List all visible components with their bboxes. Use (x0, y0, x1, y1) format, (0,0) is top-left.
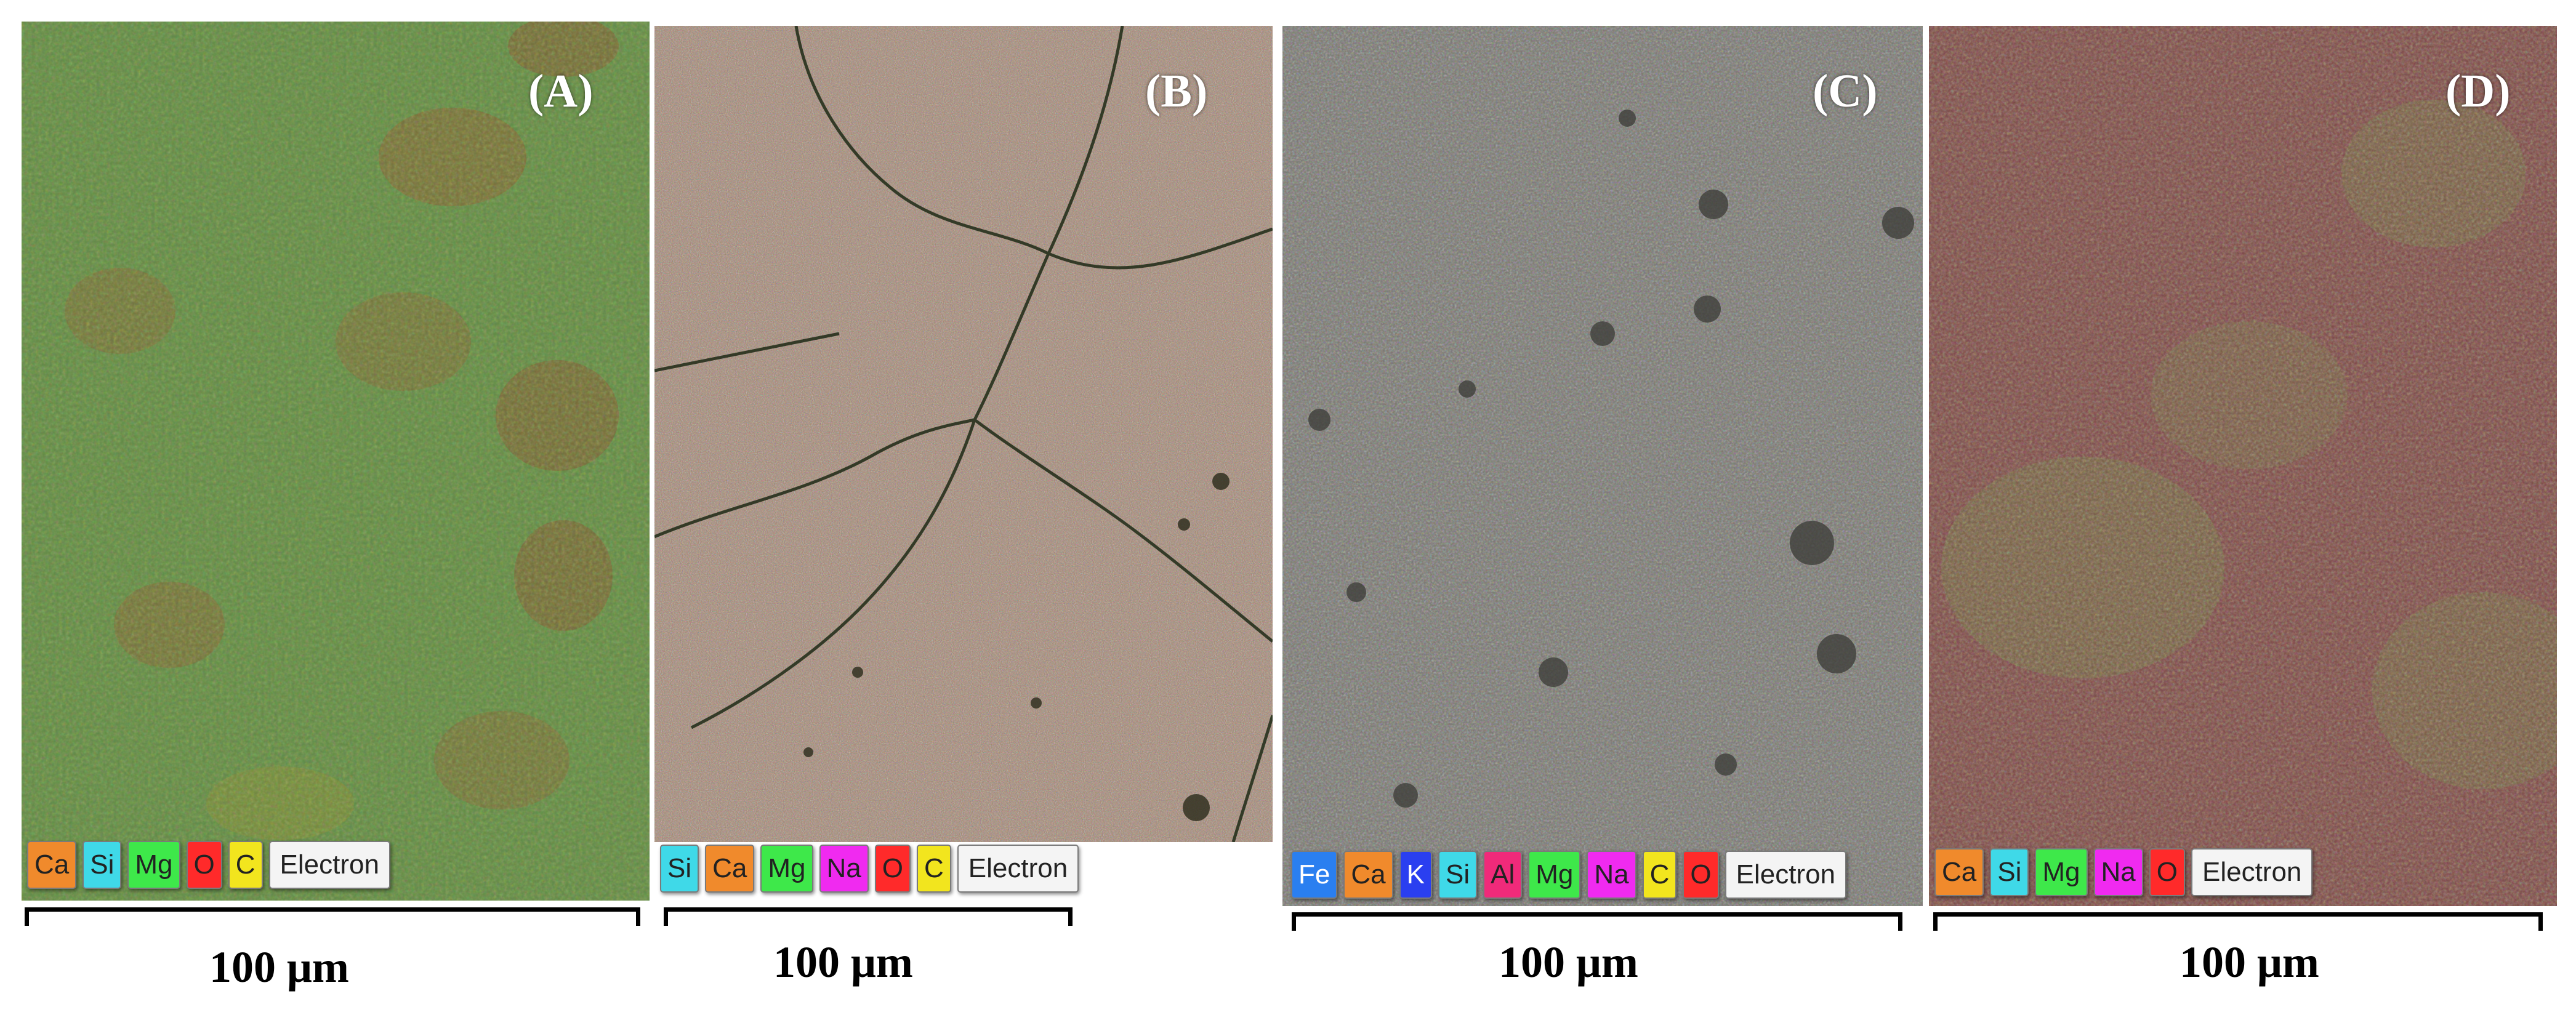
legend-chip: Si (1438, 851, 1478, 899)
eds-map-b (654, 26, 1273, 842)
legend-chip: Na (2093, 848, 2143, 896)
legend-chip: Na (819, 845, 869, 893)
legend-chip: Mg (127, 841, 180, 889)
legend-chip: Mg (1528, 851, 1581, 899)
element-legend-a: Ca Si Mg O C Electron (27, 841, 390, 889)
legend-chip: O (186, 841, 222, 889)
eds-map-a-image (22, 22, 650, 901)
legend-chip: C (228, 841, 263, 889)
panel-label-c: (C) (1813, 65, 1878, 117)
scale-bar-b (664, 907, 1073, 926)
panel-label-d: (D) (2445, 65, 2511, 117)
scale-bar-d (1933, 912, 2543, 931)
panel-label-a: (A) (528, 65, 594, 117)
panel-label-b: (B) (1145, 65, 1208, 117)
legend-chip: K (1399, 851, 1432, 899)
scale-label-c: 100 μm (1499, 938, 1638, 987)
scale-bar-a (25, 907, 640, 926)
legend-chip: Ca (27, 841, 77, 889)
legend-chip: Si (1990, 848, 2029, 896)
scale-label-b: 100 μm (773, 938, 913, 987)
legend-chip: Fe (1291, 851, 1338, 899)
scale-label-a: 100 μm (209, 942, 349, 992)
element-legend-b: Si Ca Mg Na O C Electron (660, 845, 1079, 893)
legend-chip: Ca (1343, 851, 1393, 899)
eds-map-b-image (654, 26, 1273, 842)
element-legend-c: Fe Ca K Si Al Mg Na C O Electron (1291, 851, 1847, 899)
legend-chip: Ca (1934, 848, 1984, 896)
legend-chip: C (1642, 851, 1677, 899)
eds-map-d (1929, 26, 2557, 906)
eds-map-a (22, 22, 650, 901)
legend-chip-electron: Electron (2191, 848, 2313, 896)
legend-chip: Al (1483, 851, 1523, 899)
legend-chip: Mg (760, 845, 813, 893)
legend-chip: Si (660, 845, 699, 893)
legend-chip: O (1683, 851, 1719, 899)
legend-chip: O (2149, 848, 2185, 896)
legend-chip: Ca (705, 845, 755, 893)
legend-chip-electron: Electron (957, 845, 1079, 893)
scale-label-d: 100 μm (2180, 938, 2319, 987)
eds-map-d-image (1929, 26, 2557, 906)
legend-chip-electron: Electron (1725, 851, 1847, 899)
legend-chip: Mg (2035, 848, 2088, 896)
legend-chip: O (874, 845, 911, 893)
eds-map-c-image (1282, 26, 1923, 906)
eds-map-c (1282, 26, 1923, 906)
legend-chip: Si (83, 841, 122, 889)
legend-chip: Na (1587, 851, 1636, 899)
legend-chip: C (916, 845, 951, 893)
element-legend-d: Ca Si Mg Na O Electron (1934, 848, 2313, 896)
scale-bar-c (1292, 912, 1902, 931)
legend-chip-electron: Electron (268, 841, 390, 889)
